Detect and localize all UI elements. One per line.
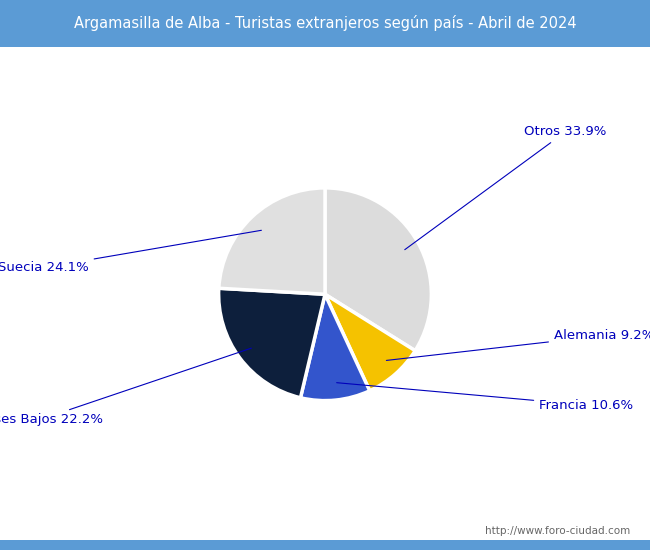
Wedge shape: [325, 294, 415, 390]
Wedge shape: [300, 294, 370, 400]
Text: Países Bajos 22.2%: Países Bajos 22.2%: [0, 348, 252, 426]
Wedge shape: [218, 288, 325, 398]
Text: Francia 10.6%: Francia 10.6%: [337, 383, 633, 411]
Text: Alemania 9.2%: Alemania 9.2%: [386, 329, 650, 360]
Text: Argamasilla de Alba - Turistas extranjeros según país - Abril de 2024: Argamasilla de Alba - Turistas extranjer…: [73, 15, 577, 31]
Text: Otros 33.9%: Otros 33.9%: [405, 125, 607, 250]
Wedge shape: [219, 188, 325, 294]
Text: http://www.foro-ciudad.com: http://www.foro-ciudad.com: [486, 526, 630, 536]
Text: Suecia 24.1%: Suecia 24.1%: [0, 230, 261, 274]
Wedge shape: [325, 188, 432, 351]
